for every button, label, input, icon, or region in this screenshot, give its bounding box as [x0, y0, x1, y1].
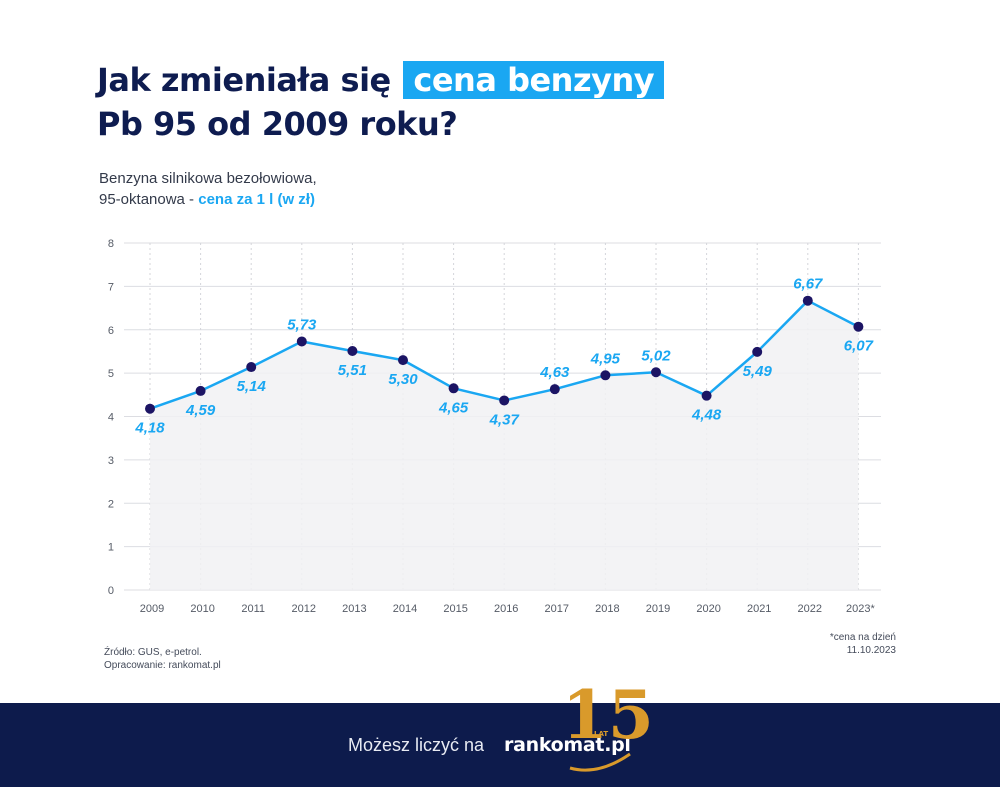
- data-point: [448, 383, 459, 394]
- footer-bar: Możesz liczyć na rankomat.pl: [0, 703, 1000, 787]
- data-label: 4,63: [539, 364, 570, 381]
- chart-subtitle: Benzyna silnikowa bezołowiowa, 95-oktano…: [99, 168, 317, 210]
- badge-swoosh: [569, 752, 631, 772]
- data-label: 5,14: [237, 378, 267, 395]
- y-tick-label: 6: [108, 325, 114, 337]
- data-label: 4,95: [590, 350, 621, 367]
- price-line-chart: 0 1 2 3 4 5 6 7 8 2009 2010 2011 2012 2013 2014 2015 201…: [108, 238, 881, 615]
- x-tick-label: 2009: [140, 603, 164, 615]
- x-tick-label: 2018: [595, 603, 619, 615]
- footnote-line1: *cena na dzień: [829, 632, 896, 643]
- data-point: [853, 321, 864, 332]
- y-tick-label: 1: [108, 542, 114, 554]
- source-line1: Źródło: GUS, e-petrol.: [104, 647, 202, 658]
- y-tick-label: 0: [108, 585, 114, 597]
- source-note: Źródło: GUS, e-petrol. Opracowanie: rank…: [104, 646, 221, 672]
- x-tick-label: 2014: [393, 603, 417, 615]
- y-tick-label: 5: [108, 368, 114, 380]
- data-point: [802, 295, 813, 306]
- data-label: 6,67: [793, 276, 823, 293]
- subtitle-line2-accent: cena za 1 l (w zł): [198, 191, 315, 208]
- data-label: 5,49: [743, 363, 773, 380]
- y-tick-label: 7: [108, 281, 114, 293]
- x-tick-label: 2021: [747, 603, 771, 615]
- data-label: 5,02: [641, 347, 671, 364]
- x-tick-label: 2020: [696, 603, 720, 615]
- data-point: [651, 367, 661, 378]
- badge-text: LAT: [594, 730, 608, 738]
- data-label: 5,30: [388, 371, 418, 388]
- brand-logo: rankomat.pl: [504, 734, 631, 756]
- x-tick-label: 2012: [292, 603, 316, 615]
- x-tick-label: 2016: [494, 603, 518, 615]
- anniversary-badge-icon: 15 LAT: [562, 676, 650, 772]
- x-tick-label: 2010: [190, 603, 214, 615]
- source-line2: Opracowanie: rankomat.pl: [104, 660, 221, 671]
- x-tick-label: 2019: [646, 603, 670, 615]
- footer-slogan: Możesz liczyć na: [348, 735, 485, 755]
- data-point: [347, 346, 358, 357]
- footnote-line2: 11.10.2023: [846, 645, 896, 656]
- y-tick-label: 3: [108, 455, 114, 467]
- y-tick-label: 8: [108, 238, 114, 250]
- page-title: Jak zmieniała się cena benzyny Pb 95 od …: [97, 58, 665, 146]
- x-tick-label: 2023*: [846, 603, 875, 615]
- data-label: 4,18: [134, 420, 165, 437]
- x-tick-label: 2017: [545, 603, 569, 615]
- data-label: 5,51: [338, 362, 367, 379]
- data-point: [398, 355, 408, 366]
- data-label: 5,73: [287, 316, 317, 333]
- x-tick-label: 2022: [798, 603, 822, 615]
- data-point: [145, 403, 155, 414]
- x-tick-label: 2015: [443, 603, 467, 615]
- price-area-fill: [150, 300, 859, 590]
- subtitle-line2-prefix: 95-oktanowa -: [99, 191, 199, 208]
- badge-number: 15: [562, 676, 650, 754]
- data-point: [549, 384, 560, 395]
- data-label: 6,07: [844, 338, 874, 355]
- data-label: 4,48: [691, 407, 722, 424]
- y-tick-label: 2: [108, 498, 114, 510]
- x-tick-label: 2011: [241, 603, 265, 615]
- data-label: 4,59: [185, 402, 216, 419]
- date-footnote: *cena na dzień 11.10.2023: [830, 631, 896, 657]
- data-point: [752, 346, 763, 357]
- y-tick-label: 4: [108, 412, 114, 424]
- title-highlight: cena benzyny: [403, 61, 665, 99]
- x-tick-label: 2013: [342, 603, 366, 615]
- data-point: [246, 362, 257, 373]
- data-point: [701, 390, 712, 401]
- data-point: [499, 395, 510, 406]
- subtitle-line1: Benzyna silnikowa bezołowiowa,: [99, 170, 317, 187]
- title-part2: Pb 95 od 2009 roku?: [97, 105, 458, 143]
- data-label: 4,65: [438, 399, 469, 416]
- title-part1: Jak zmieniała się: [97, 61, 391, 99]
- data-label: 4,37: [489, 411, 520, 428]
- data-point: [296, 336, 307, 347]
- data-point: [600, 370, 611, 381]
- data-point: [195, 385, 206, 396]
